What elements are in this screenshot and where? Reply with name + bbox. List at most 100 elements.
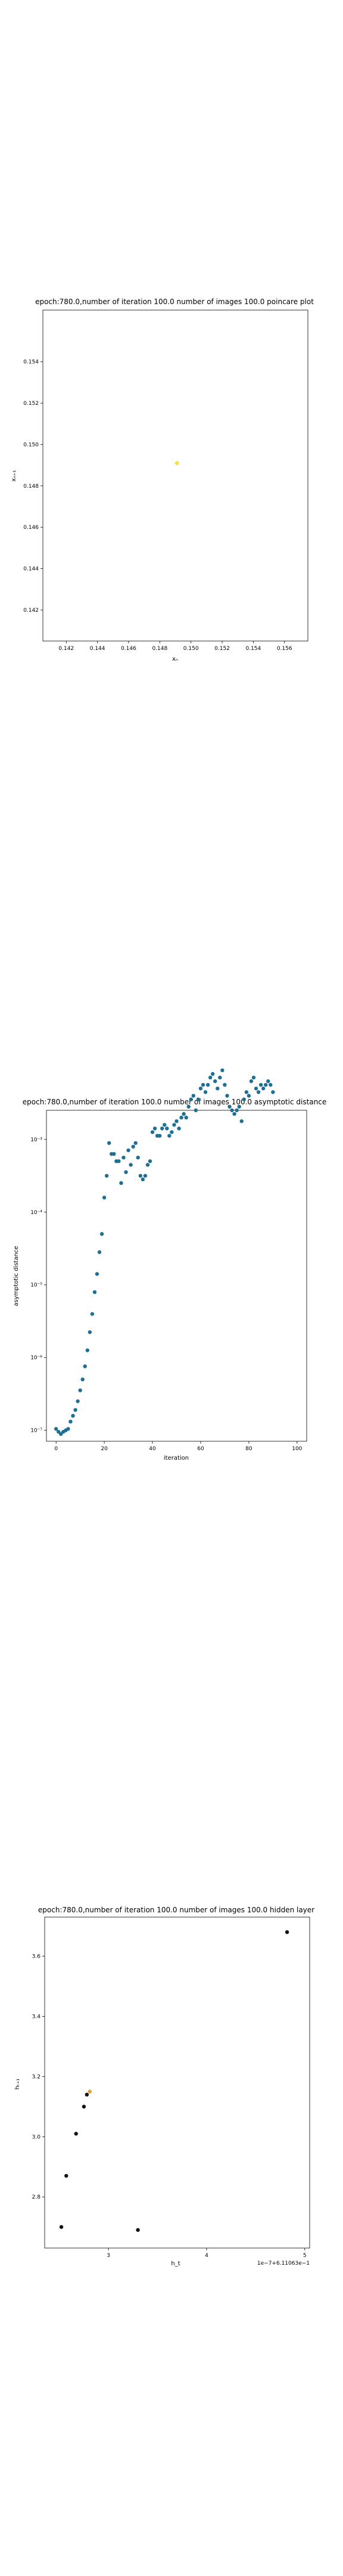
scatter-point <box>107 1141 111 1145</box>
scatter-point <box>227 1104 232 1109</box>
scatter-point <box>264 1083 268 1087</box>
scatter-point <box>261 1086 266 1091</box>
scatter-point <box>167 1134 172 1138</box>
scatter-point <box>249 1079 254 1083</box>
scatter-point <box>266 1079 270 1083</box>
x-tick-label: 4 <box>205 2253 208 2259</box>
x-tick-label: 0.146 <box>121 646 136 652</box>
scatter-point <box>126 1148 130 1153</box>
scatter-point <box>165 1126 169 1131</box>
scatter-point <box>83 1364 87 1368</box>
x-tick-label: 60 <box>197 1446 204 1452</box>
scatter-point <box>129 1163 133 1167</box>
scatter-point <box>99 1232 104 1236</box>
scatter-point <box>95 1272 99 1276</box>
x-tick-label: 80 <box>245 1446 252 1452</box>
scatter-point <box>121 1156 126 1160</box>
scatter-point <box>210 1072 215 1076</box>
scatter-point <box>285 1930 289 1934</box>
x-tick-label: 40 <box>149 1446 156 1452</box>
scatter-point <box>102 1196 107 1200</box>
x-axis-label: iteration <box>164 1455 189 1462</box>
x-tick-label: 20 <box>101 1446 108 1452</box>
y-tick-label: 3.2 <box>32 2074 40 2080</box>
scatter-point <box>80 1377 85 1382</box>
scatter-point <box>213 1079 217 1083</box>
scatter-point <box>88 2089 92 2094</box>
scatter-point <box>244 1090 249 1094</box>
x-tick-label: 0.152 <box>214 646 230 652</box>
y-tick-label: 0.152 <box>23 401 39 407</box>
scatter-point <box>54 1427 58 1431</box>
scatter-point <box>85 1348 89 1352</box>
scatter-point <box>97 1250 102 1255</box>
y-tick-label: 3.4 <box>32 2014 41 2020</box>
scatter-point <box>78 1388 82 1392</box>
scatter-point <box>85 2092 89 2097</box>
y-tick-label: 10⁻⁷ <box>30 1428 42 1434</box>
scatter-point <box>191 1094 196 1098</box>
x-tick-label: 0.154 <box>245 646 261 652</box>
x-tick-label: 0.142 <box>58 646 74 652</box>
x-tick-label: 0 <box>54 1446 58 1452</box>
x-tick-label: 3 <box>107 2253 110 2259</box>
scatter-point <box>242 1097 246 1101</box>
scatter-point <box>232 1111 236 1116</box>
x-axis-label: h_t <box>171 2261 180 2267</box>
hidden-layer-chart: epoch:780.0,number of iteration 100.0 nu… <box>14 1906 314 2267</box>
scatter-point <box>170 1130 174 1134</box>
y-tick-label: 3.0 <box>32 2134 41 2140</box>
scatter-point <box>59 2225 64 2229</box>
scatter-point <box>74 2132 78 2136</box>
x-tick-label: 0.144 <box>90 646 105 652</box>
scatter-point <box>90 1312 95 1316</box>
scatter-point <box>218 1075 222 1080</box>
y-tick-label: 10⁻³ <box>30 1137 42 1143</box>
x-axis-label: xₙ <box>172 656 178 662</box>
x-tick-label: 0.148 <box>152 646 167 652</box>
x-tick-label: 0.150 <box>183 646 199 652</box>
scatter-point <box>148 1159 152 1163</box>
y-tick-label: 10⁻⁶ <box>30 1355 42 1361</box>
scatter-point <box>247 1094 251 1098</box>
scatter-point <box>172 1123 176 1127</box>
scatter-point <box>196 1097 201 1101</box>
scatter-point <box>68 1419 73 1424</box>
scatter-point <box>82 2104 86 2109</box>
scatter-point <box>133 1141 138 1145</box>
scatter-point <box>141 1177 145 1182</box>
scatter-point <box>258 1083 263 1087</box>
scatter-point <box>230 1108 234 1113</box>
scatter-point <box>71 1414 75 1418</box>
scatter-point <box>189 1097 193 1101</box>
scatter-point <box>251 1075 256 1080</box>
scatter-point <box>150 1130 155 1134</box>
x-offset-label: 1e−7+6.11063e−1 <box>257 2261 310 2267</box>
scatter-point <box>201 1083 205 1087</box>
y-tick-label: 3.6 <box>32 1954 41 1960</box>
chart-title: epoch:780.0,number of iteration 100.0 nu… <box>35 298 314 306</box>
scatter-point <box>163 1123 167 1127</box>
scatter-point <box>64 2174 68 2178</box>
poincare-chart: epoch:780.0,number of iteration 100.0 nu… <box>11 298 314 662</box>
scatter-point <box>119 1181 123 1185</box>
scatter-point <box>145 1163 150 1167</box>
chart-title: epoch:780.0,number of iteration 100.0 nu… <box>38 1906 314 1914</box>
scatter-point <box>184 1115 188 1120</box>
scatter-point <box>76 1399 80 1404</box>
scatter-point <box>177 1126 181 1131</box>
x-tick-label: 0.156 <box>277 646 292 652</box>
scatter-point <box>223 1083 227 1087</box>
y-tick-label: 0.144 <box>23 566 39 572</box>
asymptotic-distance-chart: epoch:780.0,number of iteration 100.0 nu… <box>13 1068 326 1462</box>
scatter-point <box>216 1086 220 1091</box>
y-axis-label: xₙ₊₁ <box>11 470 17 481</box>
scatter-point <box>157 1134 162 1138</box>
y-tick-label: 2.8 <box>32 2194 41 2200</box>
y-tick-label: 0.154 <box>23 360 39 366</box>
scatter-point <box>186 1104 191 1109</box>
scatter-point <box>152 1126 157 1131</box>
scatter-point <box>225 1094 229 1098</box>
scatter-point <box>256 1090 261 1094</box>
scatter-point <box>136 2228 140 2232</box>
